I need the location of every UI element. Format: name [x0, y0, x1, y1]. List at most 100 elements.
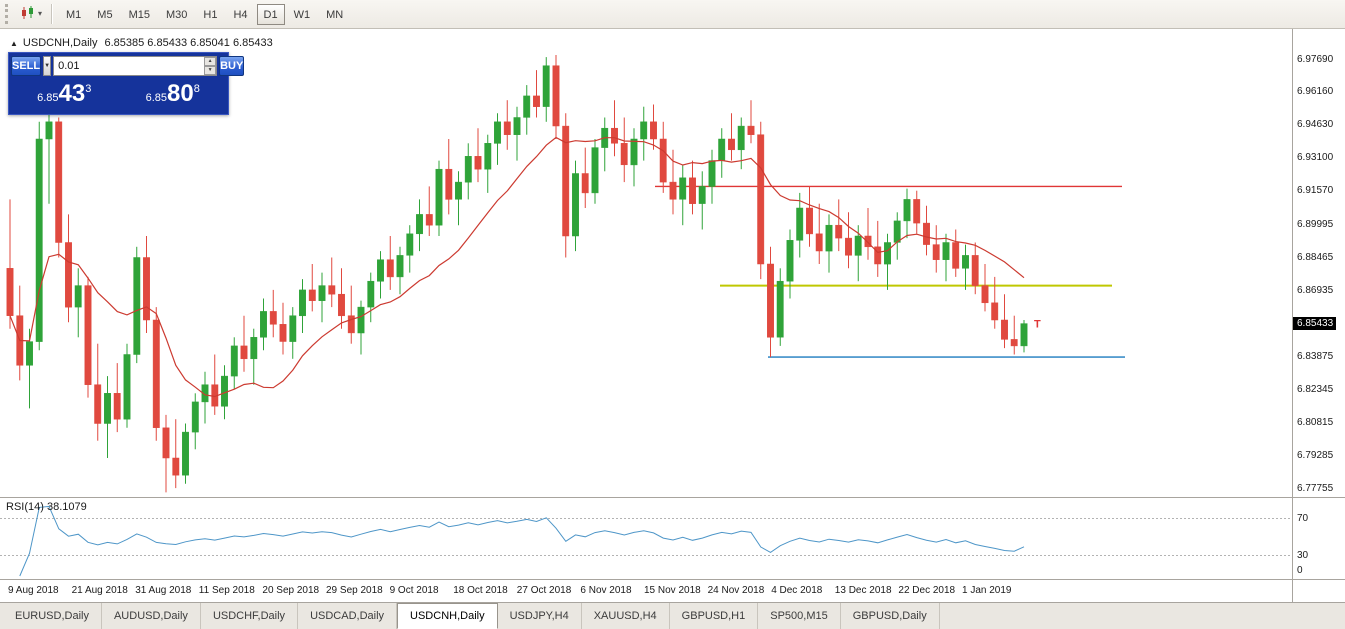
candle [825, 214, 833, 273]
candle [718, 128, 726, 178]
candle [503, 100, 511, 150]
candle [182, 423, 189, 484]
candle [874, 220, 882, 277]
buy-button[interactable]: BUY [219, 55, 245, 76]
rsi-axis-label: 30 [1297, 549, 1309, 561]
time-axis-label: 15 Nov 2018 [644, 585, 701, 596]
time-axis[interactable]: 9 Aug 2018 21 Aug 2018 31 Aug 2018 11 Sep 2… [0, 580, 1292, 602]
candle [367, 272, 375, 323]
candle [260, 298, 267, 351]
timeframe-button-h4[interactable]: H4 [226, 4, 254, 25]
candle [679, 164, 687, 226]
candle [523, 85, 531, 135]
candle [250, 328, 258, 385]
candle [552, 55, 560, 139]
timeframe-button-m5[interactable]: M5 [90, 4, 119, 25]
timeframe-button-w1[interactable]: W1 [287, 4, 318, 25]
rsi-indicator-pane: RSI(14) 38.1079 [0, 498, 1292, 579]
volume-input[interactable] [54, 56, 205, 75]
chart-tab-gbpusd-daily[interactable]: GBPUSD,Daily [841, 603, 940, 629]
candle [689, 160, 696, 215]
candle [757, 121, 765, 280]
sell-button[interactable]: SELL [11, 55, 42, 76]
candle [211, 354, 219, 415]
candle [289, 307, 297, 359]
sell-price[interactable]: 6.85433 [11, 78, 118, 110]
buy-price-prefix: 6.85 [145, 92, 168, 104]
timeframe-button-mn[interactable]: MN [319, 4, 350, 25]
price-axis-label: 6.77755 [1297, 483, 1334, 495]
candle [640, 106, 648, 161]
candle [172, 419, 180, 489]
timeframe-button-h1[interactable]: H1 [196, 4, 224, 25]
candle [464, 143, 472, 200]
timeframe-button-d1[interactable]: D1 [256, 3, 285, 25]
trade-marker[interactable]: T [1034, 319, 1041, 331]
chart-tab-xauusd-h4[interactable]: XAUUSD,H4 [582, 603, 670, 629]
timeframe-button-m15[interactable]: M15 [122, 4, 157, 25]
pane-separator[interactable] [0, 497, 1345, 498]
candlestick-chart-icon [20, 5, 36, 23]
chart-symbol-period: USDCNH,Daily [22, 37, 98, 49]
chart-tab-audusd-daily[interactable]: AUDUSD,Daily [102, 603, 201, 629]
pane-separator[interactable] [0, 579, 1345, 580]
volume-dropdown-button[interactable]: ▼ [43, 55, 52, 76]
chart-header: ▲ USDCNH,Daily 6.85385 6.85433 6.85041 6.8… [10, 37, 273, 49]
rsi-line[interactable] [19, 505, 1025, 577]
chart-tab-usdjpy-h4[interactable]: USDJPY,H4 [498, 603, 582, 629]
candle [903, 188, 911, 239]
chevron-down-icon: ▼ [44, 62, 51, 69]
candle [6, 199, 14, 329]
candle [191, 393, 199, 450]
candle [338, 268, 345, 329]
volume-field: ▲ ▼ [53, 55, 218, 76]
buy-price[interactable]: 6.85808 [120, 78, 227, 110]
candle [133, 246, 141, 364]
collapse-panel-icon[interactable]: ▲ [10, 39, 18, 48]
price-axis-label: 6.80815 [1297, 417, 1334, 429]
candle [45, 113, 53, 204]
candle [835, 199, 843, 252]
candle [776, 268, 784, 346]
chart-tab-usdchf-daily[interactable]: USDCHF,Daily [201, 603, 299, 629]
candle [513, 106, 521, 161]
candle [74, 268, 82, 338]
rsi-chart[interactable] [0, 498, 1292, 579]
candle [445, 139, 453, 215]
chart-tab-eurusd-daily[interactable]: EURUSD,Daily [3, 603, 102, 629]
volume-increase-button[interactable]: ▲ [204, 56, 217, 66]
candle [152, 307, 160, 441]
time-axis-label: 1 Jan 2019 [962, 585, 1012, 596]
chart-tab-gbpusd-h1[interactable]: GBPUSD,H1 [670, 603, 759, 629]
chart-type-button[interactable]: ▾ [16, 3, 46, 25]
price-axis-label: 6.97690 [1297, 53, 1334, 65]
moving-average-line[interactable] [9, 136, 1025, 398]
candle [884, 233, 891, 290]
candle [942, 233, 950, 282]
chart-tab-usdcnh-daily[interactable]: USDCNH,Daily [397, 603, 498, 629]
candle [123, 343, 131, 428]
candle [572, 160, 579, 252]
chart-tab-sp500-m15[interactable]: SP500,M15 [758, 603, 841, 629]
main-chart-region: T ▲ USDCNH,Daily 6.85385 6.85433 6.85041 6… [0, 29, 1292, 497]
time-axis-label: 27 Oct 2018 [516, 585, 572, 596]
chart-tab-usdcad-daily[interactable]: USDCAD,Daily [298, 603, 398, 629]
candle [347, 285, 355, 344]
candle [386, 236, 394, 290]
candle [26, 328, 33, 409]
timeframe-button-m1[interactable]: M1 [59, 4, 88, 25]
candle [806, 186, 813, 247]
timeframe-button-m30[interactable]: M30 [159, 4, 194, 25]
volume-decrease-button[interactable]: ▼ [204, 65, 217, 75]
price-axis-label: 6.89995 [1297, 219, 1334, 231]
candle [16, 285, 24, 381]
candle [318, 272, 326, 323]
candlestick-chart[interactable]: T [0, 29, 1292, 497]
candle [484, 134, 492, 193]
toolbar-grip[interactable] [5, 4, 11, 24]
candle [357, 300, 365, 355]
time-axis-label: 9 Oct 2018 [389, 585, 439, 596]
candle [542, 57, 550, 122]
chevron-down-icon: ▾ [38, 9, 43, 18]
price-axis[interactable]: 6.97690 6.96160 6.94630 6.93100 6.91570 6.899… [1292, 29, 1345, 602]
